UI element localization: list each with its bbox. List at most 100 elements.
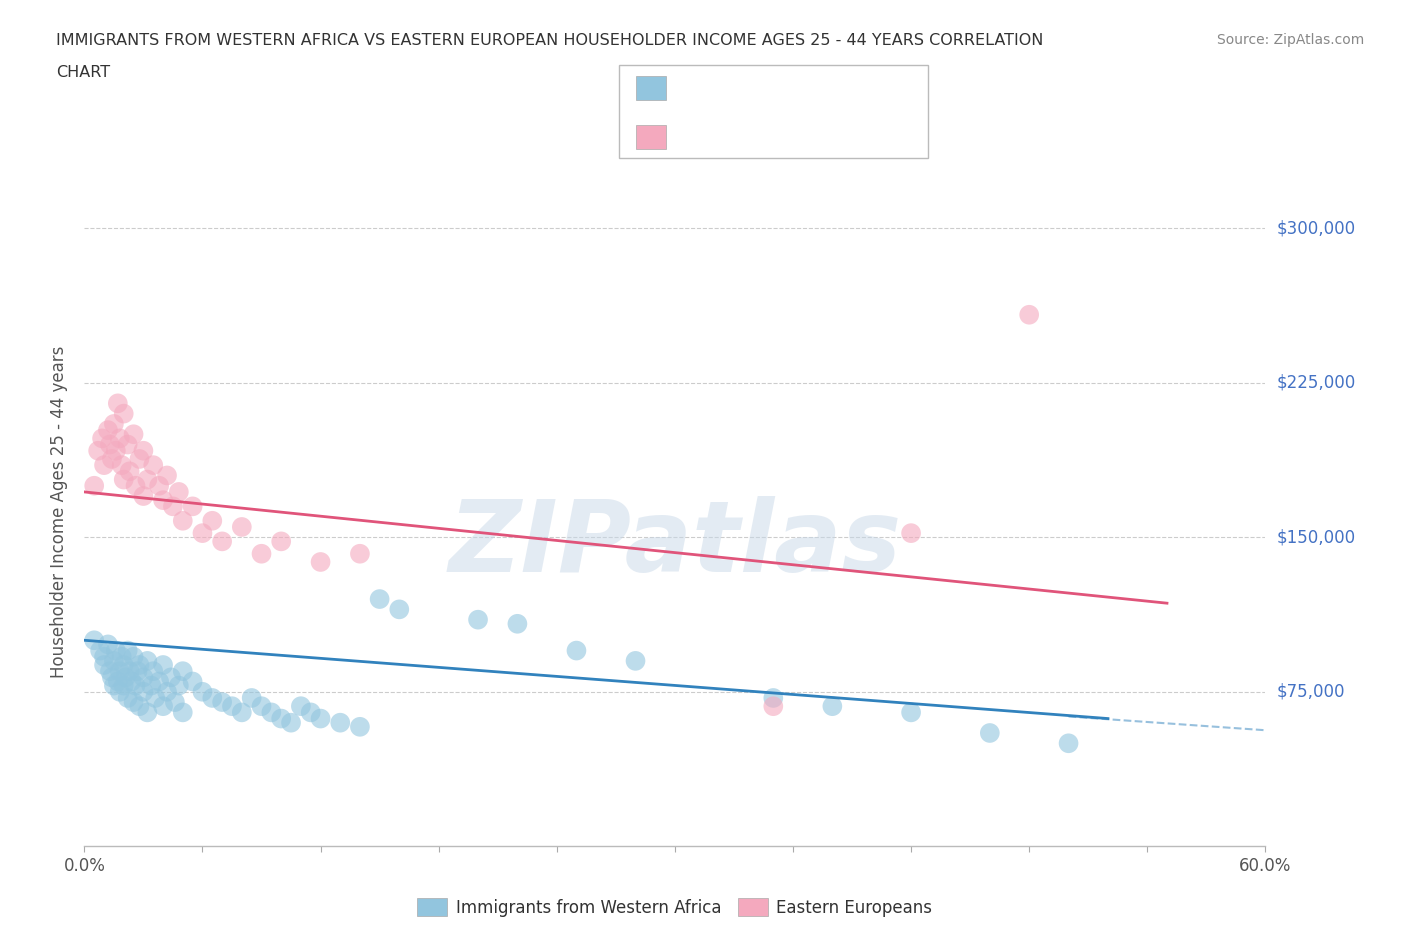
Point xyxy=(117,437,139,452)
Point xyxy=(142,458,165,472)
Point xyxy=(1018,307,1040,322)
Text: ZIPatlas: ZIPatlas xyxy=(449,497,901,593)
Point xyxy=(122,695,145,710)
Point xyxy=(107,396,129,411)
Point xyxy=(136,654,159,669)
Point xyxy=(201,690,224,705)
Point xyxy=(121,674,143,689)
Point xyxy=(368,591,391,606)
Point xyxy=(172,664,194,679)
Point xyxy=(191,525,214,540)
Text: N =  41: N = 41 xyxy=(823,121,886,139)
Point xyxy=(124,478,146,493)
Point xyxy=(250,546,273,561)
Point xyxy=(108,684,131,699)
Point xyxy=(112,406,135,421)
Point xyxy=(118,464,141,479)
Text: IMMIGRANTS FROM WESTERN AFRICA VS EASTERN EUROPEAN HOUSEHOLDER INCOME AGES 25 - : IMMIGRANTS FROM WESTERN AFRICA VS EASTER… xyxy=(56,33,1043,47)
Point xyxy=(111,458,134,472)
Point xyxy=(160,670,183,684)
Text: CHART: CHART xyxy=(56,65,110,80)
Point xyxy=(132,488,155,503)
Point xyxy=(103,678,125,693)
Point xyxy=(128,658,150,672)
Point xyxy=(103,654,125,669)
Point xyxy=(136,472,159,487)
Point xyxy=(506,617,529,631)
Point xyxy=(143,690,166,705)
Point xyxy=(118,664,141,679)
Point xyxy=(1057,736,1080,751)
Point xyxy=(211,534,233,549)
Point xyxy=(124,678,146,693)
Point xyxy=(112,472,135,487)
Point xyxy=(762,690,785,705)
Point xyxy=(141,678,163,693)
Point xyxy=(117,690,139,705)
Point xyxy=(201,513,224,528)
Point xyxy=(101,452,124,467)
Y-axis label: Householder Income Ages 25 - 44 years: Householder Income Ages 25 - 44 years xyxy=(51,345,69,678)
Point xyxy=(231,520,253,535)
Point xyxy=(93,649,115,664)
Point xyxy=(142,664,165,679)
Point xyxy=(112,678,135,693)
Text: R = -0.158: R = -0.158 xyxy=(678,121,766,139)
Point xyxy=(299,705,322,720)
Point xyxy=(128,698,150,713)
Text: $150,000: $150,000 xyxy=(1277,528,1355,546)
Point xyxy=(98,437,121,452)
Point xyxy=(89,644,111,658)
Point xyxy=(181,498,204,513)
Point xyxy=(250,698,273,713)
Point xyxy=(132,670,155,684)
Point xyxy=(93,458,115,472)
Point xyxy=(108,431,131,445)
Point xyxy=(181,674,204,689)
Point xyxy=(87,444,110,458)
Point xyxy=(132,684,155,699)
Point xyxy=(117,644,139,658)
Text: R = -0.425: R = -0.425 xyxy=(678,82,766,100)
Point xyxy=(979,725,1001,740)
Point xyxy=(108,664,131,679)
Point xyxy=(260,705,283,720)
Point xyxy=(565,644,588,658)
Point xyxy=(103,417,125,432)
Point xyxy=(122,649,145,664)
Point xyxy=(349,720,371,735)
Point xyxy=(900,525,922,540)
Point xyxy=(240,690,263,705)
Point xyxy=(167,678,190,693)
Point xyxy=(107,674,129,689)
Text: Source: ZipAtlas.com: Source: ZipAtlas.com xyxy=(1216,33,1364,46)
Point xyxy=(163,695,186,710)
Point xyxy=(132,444,155,458)
Point xyxy=(309,554,332,569)
Point xyxy=(280,715,302,730)
Point xyxy=(231,705,253,720)
Point xyxy=(97,637,120,652)
Point xyxy=(104,444,127,458)
Point xyxy=(91,431,114,445)
Point xyxy=(127,664,149,679)
Point xyxy=(900,705,922,720)
Point xyxy=(93,658,115,672)
Point xyxy=(624,654,647,669)
Point xyxy=(83,632,105,647)
Point xyxy=(104,644,127,658)
Point xyxy=(148,674,170,689)
Point xyxy=(114,670,136,684)
Point xyxy=(221,698,243,713)
Point xyxy=(156,684,179,699)
Point xyxy=(172,705,194,720)
Point xyxy=(97,422,120,437)
Point xyxy=(152,658,174,672)
Point xyxy=(329,715,352,730)
Point xyxy=(211,695,233,710)
Point xyxy=(172,513,194,528)
Point xyxy=(388,602,411,617)
Text: N = 70: N = 70 xyxy=(823,82,880,100)
Point xyxy=(136,705,159,720)
Text: $75,000: $75,000 xyxy=(1277,683,1346,701)
